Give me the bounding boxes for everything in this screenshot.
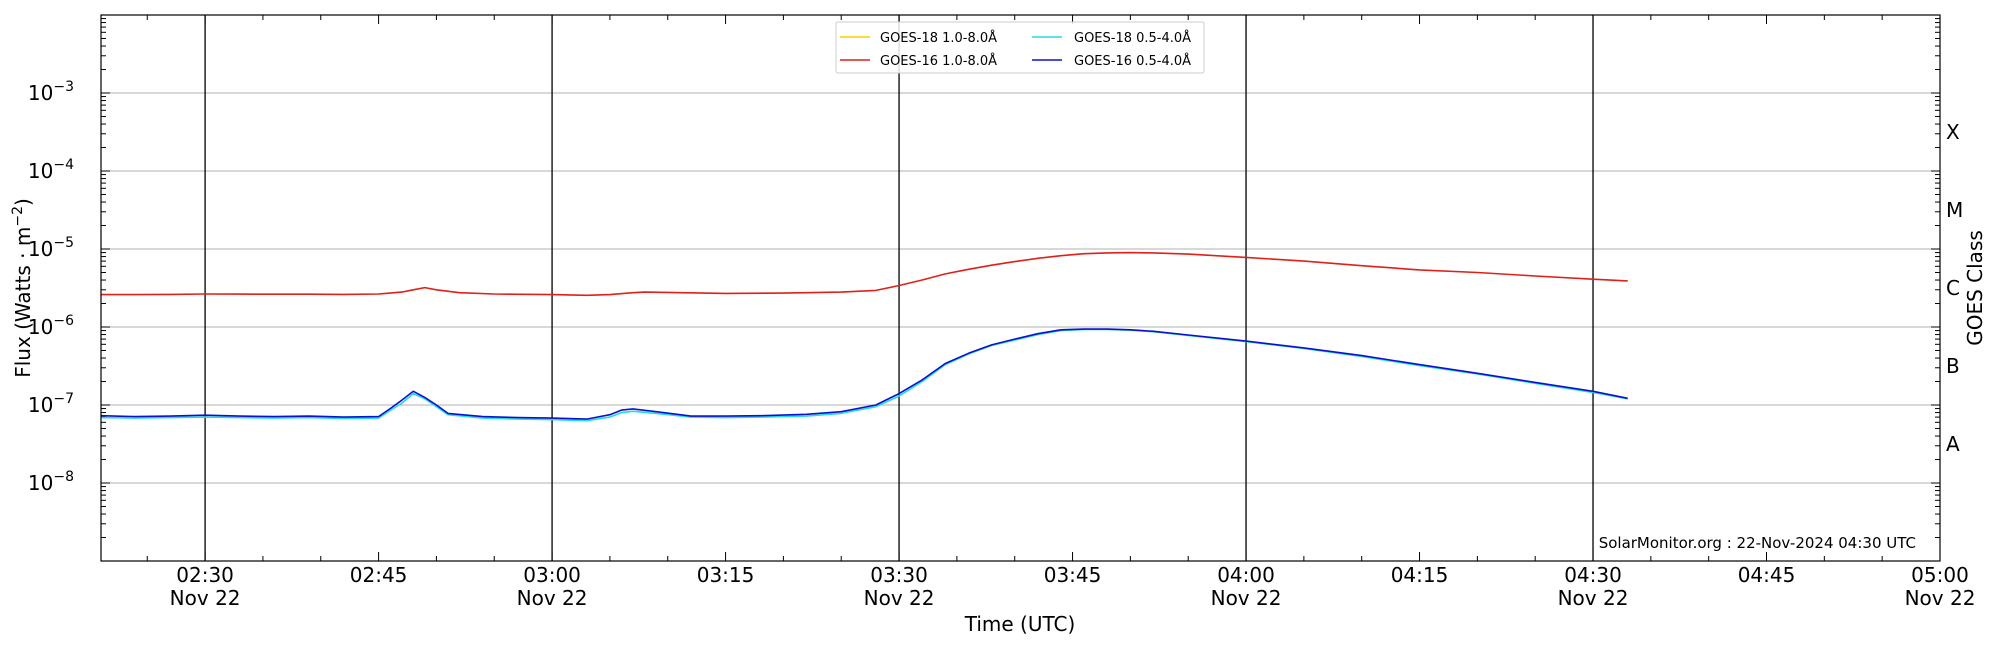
goes-class-m: M <box>1946 198 1963 222</box>
y-tick-label: 10−5 <box>28 235 74 261</box>
data-series <box>100 251 1628 422</box>
legend-label-goes18-long: GOES-18 1.0-8.0Å <box>880 30 997 46</box>
series-line-goes-16-0-5-4-0- <box>100 328 1628 420</box>
y-tick-label: 10−4 <box>28 157 74 183</box>
grid-lines <box>101 15 1940 561</box>
x-tick-label-date: Nov 22 <box>1558 586 1629 610</box>
goes-class-a: A <box>1946 432 1960 456</box>
y-tick-label: 10−7 <box>28 391 74 417</box>
axis-ticks <box>101 15 1941 561</box>
y-tick-labels: 10−8 10−7 10−6 10−5 10−4 10−3 <box>28 79 74 495</box>
y-tick-label: 10−3 <box>28 79 74 105</box>
legend-label-goes18-short: GOES-18 0.5-4.0Å <box>1074 30 1191 46</box>
x-tick-label-time: 04:15 <box>1391 563 1449 587</box>
x-tick-label-time: 05:00 <box>1911 563 1969 587</box>
x-tick-label-time: 03:15 <box>697 563 755 587</box>
y-axis-title: Flux (Watts · m−2) <box>10 198 35 378</box>
y-tick-label: 10−6 <box>28 313 74 339</box>
x-tick-label-time: 04:30 <box>1564 563 1622 587</box>
goes-class-labels: A B C M X <box>1946 120 1963 456</box>
goes-class-b: B <box>1946 354 1960 378</box>
credit-text: SolarMonitor.org : 22-Nov-2024 04:30 UTC <box>1599 534 1916 552</box>
x-axis-title: Time (UTC) <box>964 612 1076 636</box>
legend-label-goes16-short: GOES-16 0.5-4.0Å <box>1074 53 1191 69</box>
x-tick-label-time: 03:30 <box>870 563 928 587</box>
goes-class-axis-title: GOES Class <box>1963 230 1987 346</box>
plot-frame <box>100 14 1941 562</box>
x-tick-label-date: Nov 22 <box>170 586 241 610</box>
x-tick-label-time: 04:45 <box>1738 563 1796 587</box>
x-tick-label-time: 03:00 <box>523 563 581 587</box>
goes-class-c: C <box>1946 276 1960 300</box>
legend: GOES-18 1.0-8.0Å GOES-18 0.5-4.0Å GOES-1… <box>835 21 1205 74</box>
legend-box <box>835 21 1205 74</box>
series-line-goes-16-1-0-8-0- <box>101 251 1628 297</box>
x-tick-label-time: 04:00 <box>1217 563 1275 587</box>
x-tick-label-date: Nov 22 <box>864 586 935 610</box>
x-tick-label-date: Nov 22 <box>1905 586 1976 610</box>
x-tick-label-date: Nov 22 <box>1211 586 1282 610</box>
x-tick-label-date: Nov 22 <box>517 586 588 610</box>
y-tick-label: 10−8 <box>28 469 74 495</box>
x-tick-label-time: 03:45 <box>1044 563 1102 587</box>
x-tick-label-time: 02:45 <box>350 563 408 587</box>
x-tick-label-time: 02:30 <box>176 563 234 587</box>
legend-label-goes16-long: GOES-16 1.0-8.0Å <box>880 53 997 69</box>
goes-class-x: X <box>1946 120 1960 144</box>
